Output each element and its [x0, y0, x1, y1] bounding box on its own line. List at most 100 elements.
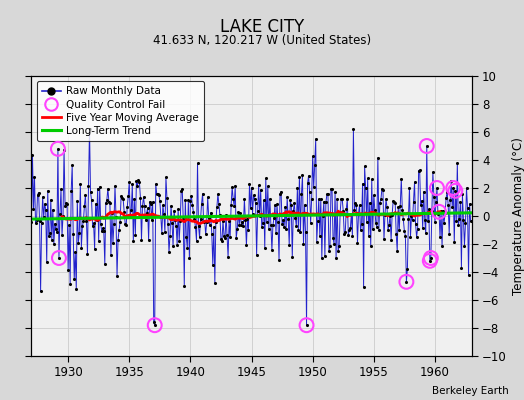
Point — [152, 191, 161, 197]
Point — [302, 322, 311, 328]
Point — [414, 167, 423, 174]
Point — [36, 218, 44, 225]
Point — [407, 213, 416, 219]
Point — [429, 169, 437, 176]
Point — [370, 207, 379, 213]
Point — [301, 228, 310, 235]
Point — [405, 184, 413, 191]
Point — [368, 226, 377, 232]
Point — [165, 249, 173, 255]
Point — [296, 228, 304, 235]
Point — [293, 185, 301, 191]
Point — [372, 220, 380, 226]
Point — [448, 204, 456, 210]
Y-axis label: Temperature Anomaly (°C): Temperature Anomaly (°C) — [512, 137, 524, 295]
Point — [177, 188, 185, 194]
Point — [209, 262, 217, 268]
Point — [108, 210, 116, 216]
Point — [38, 194, 47, 200]
Point — [378, 186, 386, 192]
Point — [245, 180, 254, 187]
Point — [424, 206, 433, 213]
Point — [60, 146, 68, 153]
Point — [91, 200, 100, 207]
Point — [408, 217, 417, 224]
Point — [134, 177, 143, 183]
Point — [427, 255, 435, 261]
Point — [361, 163, 369, 170]
Legend: Raw Monthly Data, Quality Control Fail, Five Year Moving Average, Long-Term Tren: Raw Monthly Data, Quality Control Fail, … — [37, 81, 204, 141]
Point — [140, 203, 149, 210]
Point — [463, 204, 472, 211]
Point — [438, 242, 446, 249]
Point — [430, 194, 438, 201]
Point — [32, 217, 41, 223]
Point — [238, 219, 246, 225]
Point — [452, 218, 461, 224]
Point — [141, 216, 150, 223]
Point — [465, 201, 474, 207]
Point — [457, 264, 466, 271]
Point — [204, 214, 213, 221]
Point — [384, 226, 392, 233]
Point — [118, 195, 126, 202]
Point — [30, 174, 39, 180]
Point — [340, 230, 348, 237]
Point — [386, 212, 394, 219]
Point — [216, 212, 224, 219]
Point — [451, 188, 460, 194]
Point — [416, 167, 424, 173]
Point — [166, 232, 174, 239]
Point — [312, 238, 321, 245]
Point — [72, 286, 81, 292]
Point — [228, 184, 236, 190]
Point — [215, 201, 223, 208]
Point — [100, 228, 108, 234]
Point — [393, 248, 401, 254]
Point — [198, 200, 206, 207]
Point — [168, 219, 176, 226]
Point — [145, 237, 153, 243]
Point — [236, 210, 245, 216]
Point — [253, 252, 261, 258]
Point — [194, 223, 203, 230]
Point — [157, 214, 165, 220]
Point — [431, 218, 439, 225]
Point — [73, 197, 81, 204]
Point — [352, 202, 361, 208]
Point — [349, 126, 357, 132]
Point — [178, 186, 187, 192]
Point — [439, 208, 447, 214]
Point — [76, 181, 84, 187]
Point — [183, 244, 191, 251]
Point — [339, 208, 347, 214]
Point — [99, 225, 107, 231]
Point — [311, 136, 320, 142]
Point — [74, 240, 82, 246]
Point — [265, 226, 273, 232]
Point — [70, 276, 79, 282]
Point — [109, 240, 117, 246]
Point — [256, 186, 265, 193]
Point — [268, 247, 276, 254]
Point — [196, 215, 205, 222]
Point — [373, 224, 381, 230]
Point — [242, 242, 250, 249]
Point — [263, 219, 271, 225]
Point — [78, 223, 86, 230]
Point — [278, 220, 286, 227]
Point — [75, 230, 83, 236]
Point — [59, 213, 67, 219]
Point — [289, 208, 298, 215]
Point — [54, 255, 63, 261]
Point — [156, 198, 164, 204]
Point — [116, 219, 124, 226]
Point — [377, 196, 385, 202]
Point — [276, 190, 284, 197]
Point — [396, 202, 405, 209]
Point — [422, 143, 431, 149]
Point — [401, 232, 410, 239]
Point — [254, 208, 262, 215]
Point — [150, 322, 159, 328]
Point — [119, 196, 127, 202]
